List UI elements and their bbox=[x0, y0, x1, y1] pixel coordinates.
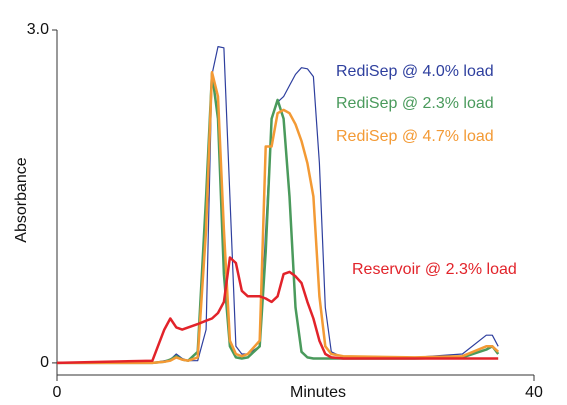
series-line bbox=[57, 70, 500, 365]
y-tick-label: 0 bbox=[40, 354, 49, 371]
x-axis-label: Minutes bbox=[290, 384, 346, 401]
legend-label: RediSep @ 4.7% load bbox=[336, 128, 494, 145]
y-axis-label: Absorbance bbox=[13, 157, 30, 242]
series-line bbox=[56, 256, 499, 365]
legend-label: RediSep @ 2.3% load bbox=[336, 95, 494, 112]
x-tick-label: 0 bbox=[53, 384, 62, 401]
y-tick-label: 3.0 bbox=[27, 21, 49, 38]
series-line bbox=[57, 46, 499, 364]
legend-label: RediSep @ 4.0% load bbox=[336, 63, 494, 80]
legend-label: Reservoir @ 2.3% load bbox=[352, 261, 517, 278]
x-tick-label: 40 bbox=[525, 384, 543, 401]
